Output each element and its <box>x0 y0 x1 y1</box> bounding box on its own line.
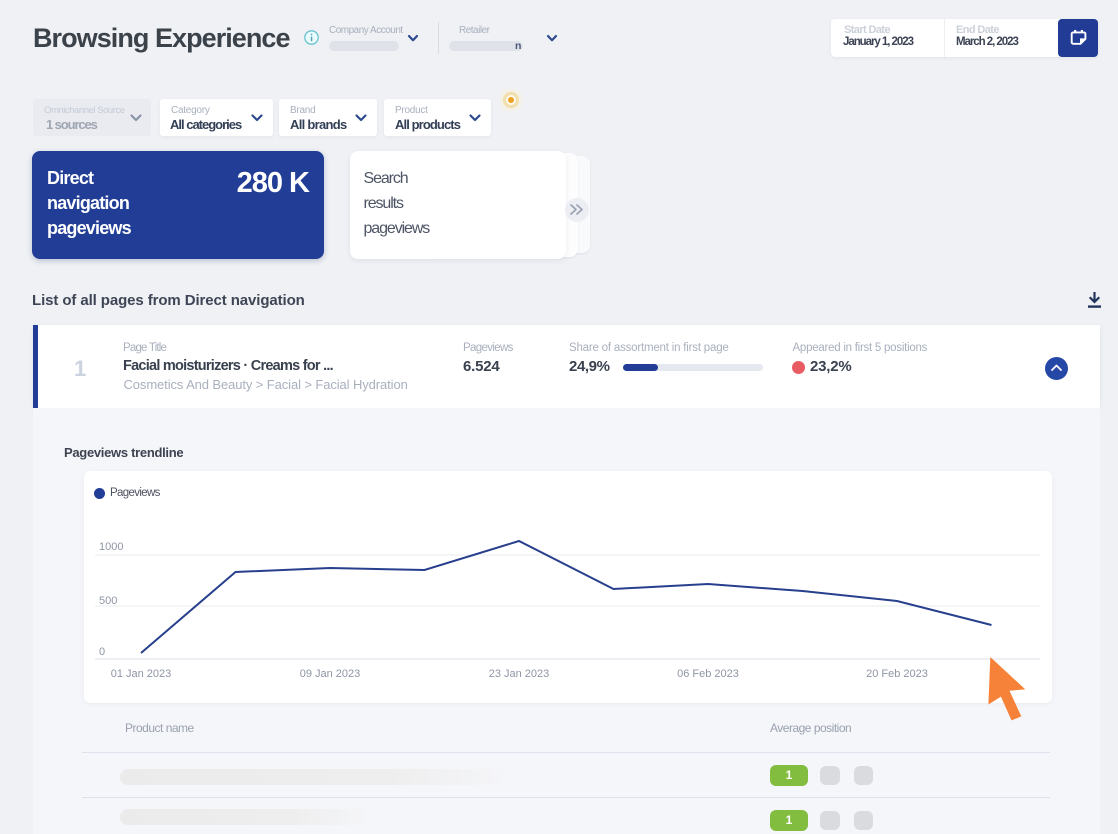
svg-text:01 Jan 2023: 01 Jan 2023 <box>111 668 172 680</box>
svg-text:06 Feb 2023: 06 Feb 2023 <box>677 668 739 680</box>
svg-text:23 Jan 2023: 23 Jan 2023 <box>489 668 550 680</box>
svg-text:09 Jan 2023: 09 Jan 2023 <box>300 668 361 680</box>
svg-text:1000: 1000 <box>99 541 123 553</box>
svg-text:0: 0 <box>99 646 105 658</box>
svg-text:500: 500 <box>99 595 117 607</box>
svg-text:20 Feb 2023: 20 Feb 2023 <box>866 668 928 680</box>
